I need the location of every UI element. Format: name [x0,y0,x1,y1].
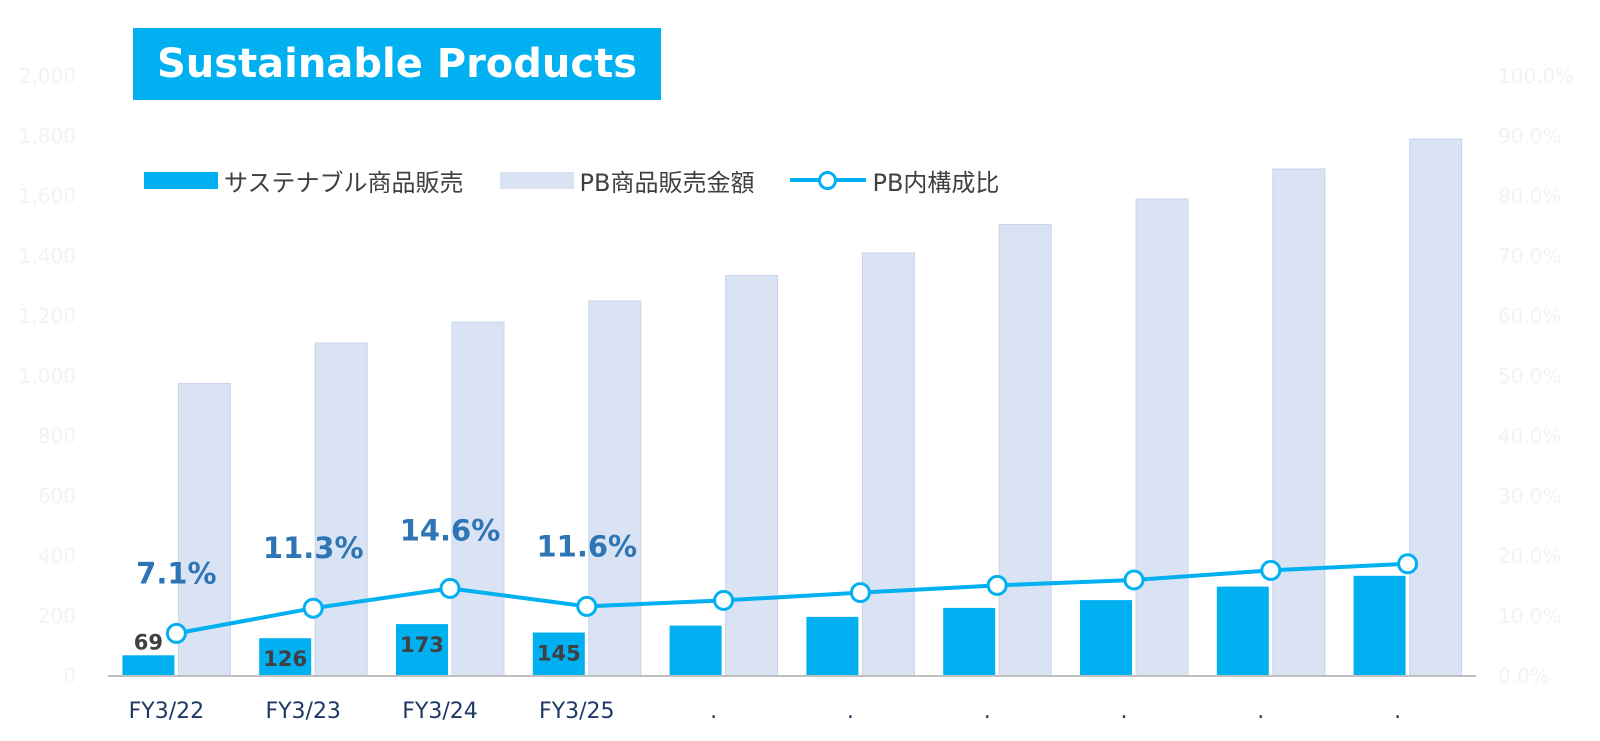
y-right-tick-label: 100.0% [1498,64,1574,88]
y-left-tick-label: 1,600 [19,184,76,208]
y-right-tick-label: 40.0% [1498,424,1562,448]
y-left-tick-label: 800 [38,424,76,448]
y-left-tick-label: 200 [38,604,76,628]
bar-sustainable [669,625,722,676]
ratio-point [439,577,461,599]
legend-label-ratio: PB内構成比 [872,168,1000,197]
ratio-point [165,622,187,644]
x-tick-label: FY3/22 [129,699,205,724]
bar-pb-total [588,300,642,677]
legend: サステナブル商品販売 PB商品販売金額 PB内構成比 [144,160,1035,200]
y-right-tick-label: 10.0% [1498,604,1562,628]
x-tick-label: . [710,699,717,724]
legend-item-ratio: PB内構成比 [790,163,999,198]
y-right-tick-label: 90.0% [1498,124,1562,148]
y-left-tick-label: 1,000 [19,364,76,388]
x-tick-label: FY3/23 [265,699,341,724]
ratio-point [1260,559,1282,581]
bar-sustainable [806,616,859,676]
bar-value-label: 69 [134,630,163,654]
ratio-pct-label: 7.1% [136,556,216,590]
bar-pb-total [1135,198,1189,677]
bar-value-label: 145 [537,642,581,666]
ratio-point [302,597,324,619]
bar-pb-total [861,252,915,677]
bar-sustainable [396,624,448,676]
y-right-tick-label: 50.0% [1498,364,1562,388]
ratio-point [576,595,598,617]
y-right-tick-label: 30.0% [1498,484,1562,508]
bar-pb-total [725,275,779,677]
title-box: Sustainable Products [133,28,661,100]
y-left-tick-label: 600 [38,484,76,508]
legend-item-pb-total: PB商品販売金額 [499,163,755,198]
y-left-tick-label: 1,800 [19,124,76,148]
ratio-line [176,561,1408,636]
y-left-tick-label: 1,200 [19,304,76,328]
y-right-tick-label: 20.0% [1498,544,1562,568]
x-tick-label: . [984,699,991,724]
x-tick-label: . [847,699,854,724]
legend-swatch-pb-total [499,171,574,189]
bar-sustainable [1080,600,1132,676]
bar-pb-total [998,224,1052,677]
x-tick-label: . [1121,699,1128,724]
bar-pb-total [1272,168,1326,677]
ratio-pct-label: 11.3% [263,531,364,565]
x-tick-label: . [1257,699,1264,724]
y-left-tick-label: 1,400 [19,244,76,268]
bar-value-label: 173 [400,633,444,657]
ratio-point [849,582,871,604]
y-right-tick-label: 80.0% [1498,184,1562,208]
x-tick-label: . [1394,699,1401,724]
ratio-point [986,574,1008,596]
y-left-tick-label: 0 [63,664,76,688]
legend-label-sustainable: サステナブル商品販売 [224,168,464,197]
bar-sustainable [943,607,996,676]
ratio-point [1397,553,1419,575]
bar-pb-total [314,342,368,677]
bar-sustainable [122,655,175,676]
bar-sustainable [1353,575,1406,676]
bar-value-label: 126 [263,647,307,671]
bar-sustainable [532,632,585,676]
bar-pb-total [1409,138,1463,677]
ratio-point [1123,569,1145,591]
ratio-point [713,589,735,611]
ratio-pct-label: 11.6% [536,529,637,563]
x-tick-label: FY3/24 [402,699,478,724]
y-left-tick-label: 2,000 [19,64,76,88]
chart-title: Sustainable Products [156,41,638,87]
legend-item-sustainable: サステナブル商品販売 [144,163,464,198]
legend-swatch-ratio [790,170,867,190]
y-left-tick-label: 400 [38,544,76,568]
legend-label-pb-total: PB商品販売金額 [579,168,755,197]
ratio-pct-label: 14.6% [400,513,501,547]
bar-pb-total [451,321,505,677]
y-right-tick-label: 0.0% [1498,664,1549,688]
y-right-tick-label: 70.0% [1498,244,1562,268]
y-right-tick-label: 60.0% [1498,304,1562,328]
legend-swatch-sustainable [144,171,218,189]
bar-sustainable [1216,586,1269,676]
bar-sustainable [259,638,312,676]
x-tick-label: FY3/25 [539,699,615,724]
